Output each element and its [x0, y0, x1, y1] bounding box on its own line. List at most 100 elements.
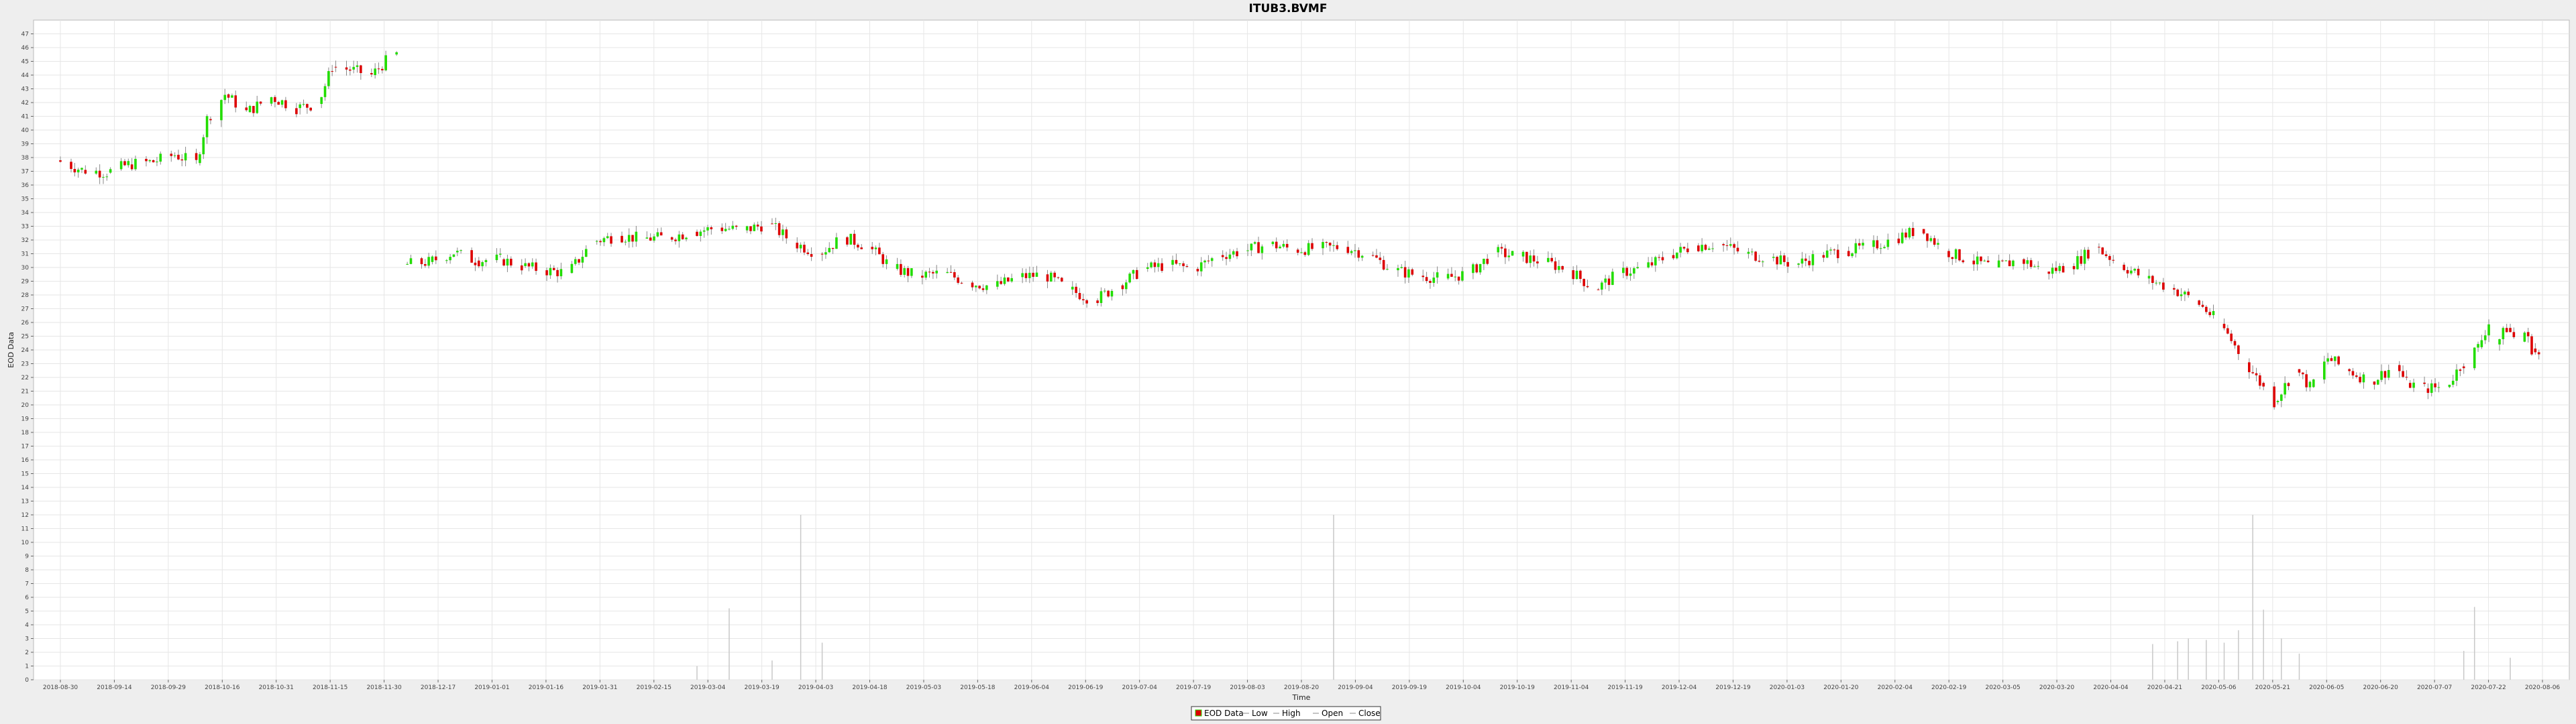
candle-body [1911, 228, 1915, 237]
candle-body [309, 107, 312, 111]
x-tick-label: 2020-04-04 [2093, 684, 2129, 691]
y-tick-label: 41 [21, 114, 29, 121]
candle-body [1046, 274, 1049, 282]
x-tick-label: 2019-04-03 [798, 684, 833, 691]
candle-body [1132, 269, 1135, 274]
candle-body [2233, 341, 2237, 346]
candle-body [2147, 276, 2151, 279]
y-tick-label: 8 [25, 567, 29, 574]
candle-body [445, 260, 448, 261]
x-tick-label: 2020-03-05 [1985, 684, 2020, 691]
candle-body [2162, 282, 2165, 290]
candle-body [2123, 264, 2126, 270]
candle-body [656, 232, 659, 237]
candle-body [602, 238, 606, 243]
candle-body [1500, 247, 1503, 249]
candle-body [1185, 265, 1189, 267]
candle-body [1454, 276, 1457, 278]
x-tick-label: 2019-03-04 [690, 684, 726, 691]
candle-body [1736, 247, 1739, 251]
x-tick-label: 2018-12-17 [421, 684, 455, 691]
candle-body [1486, 259, 1489, 264]
y-tick-label: 0 [25, 677, 29, 684]
candle-body [84, 170, 87, 174]
candle-body [2426, 388, 2430, 394]
candle-body [1225, 257, 1228, 259]
candle-body [2187, 292, 2190, 296]
candle-body [1507, 255, 1511, 257]
candle-body [2104, 254, 2108, 256]
candle-body [2473, 347, 2476, 369]
candle-body [452, 254, 455, 257]
candle-body [1725, 245, 1729, 246]
candle-body [384, 55, 387, 70]
candle-body [2480, 340, 2483, 347]
candle-body [1954, 249, 1957, 259]
candle-body [653, 236, 655, 241]
candle-body [782, 229, 784, 235]
candle-body [678, 234, 681, 241]
candle-body [1951, 257, 1954, 259]
candle-body [1257, 242, 1260, 253]
candle-body [935, 270, 938, 274]
candle-body [981, 288, 985, 290]
candle-body [1862, 243, 1864, 246]
candle-body [1379, 257, 1382, 260]
y-tick-label: 30 [21, 265, 30, 272]
candle-body [223, 95, 227, 101]
candle-body [1028, 272, 1031, 278]
candle-body [720, 227, 724, 231]
candle-body [1246, 250, 1249, 251]
x-tick-label: 2020-06-20 [2363, 684, 2399, 691]
y-tick-label: 28 [21, 292, 30, 299]
candle-body [799, 245, 802, 249]
x-tick-label: 2019-10-04 [1446, 684, 1481, 691]
candle-body [946, 272, 949, 274]
candle-body [1032, 272, 1034, 277]
candle-body [195, 153, 198, 160]
legend-high: High [1282, 709, 1301, 718]
candle-body [130, 164, 133, 170]
candle-body [849, 233, 853, 245]
candle-body [356, 65, 359, 67]
candle-body [1450, 274, 1453, 277]
y-tick-label: 12 [21, 512, 29, 519]
candle-body [119, 161, 123, 170]
x-tick-label: 2019-11-04 [1554, 684, 1589, 691]
y-tick-label: 43 [21, 86, 29, 93]
candle-body [1303, 252, 1307, 255]
candle-body [1908, 228, 1911, 238]
candle-body [2080, 256, 2083, 264]
candle-body [574, 259, 577, 264]
candle-body [2284, 383, 2286, 395]
candle-body [306, 104, 309, 108]
candle-body [2012, 260, 2015, 267]
candle-body [1007, 277, 1010, 282]
candle-body [1096, 300, 1099, 303]
x-tick-label: 2019-08-20 [1284, 684, 1320, 691]
y-tick-label: 22 [21, 375, 29, 381]
candle-body [2398, 365, 2401, 371]
candle-body [1986, 260, 1990, 263]
candle-body [1071, 286, 1074, 290]
candle-body [1350, 251, 1353, 253]
candle-body [820, 253, 824, 255]
candle-body [370, 73, 373, 74]
candle-body [2451, 380, 2455, 385]
candle-body [1561, 265, 1564, 270]
candle-body [810, 254, 813, 257]
candle-body [2298, 369, 2301, 373]
y-tick-label: 20 [21, 402, 30, 409]
x-tick-label: 2019-01-01 [474, 684, 509, 691]
candle-body [1311, 243, 1313, 249]
candle-body [1403, 267, 1407, 278]
candle-body [1328, 243, 1332, 246]
candle-body [985, 285, 988, 290]
candle-body [1228, 254, 1232, 259]
candle-body [2058, 265, 2061, 272]
candle-body [1672, 255, 1675, 259]
candle-body [760, 226, 763, 232]
candle-body [2108, 255, 2111, 260]
candle-body [1282, 243, 1285, 247]
